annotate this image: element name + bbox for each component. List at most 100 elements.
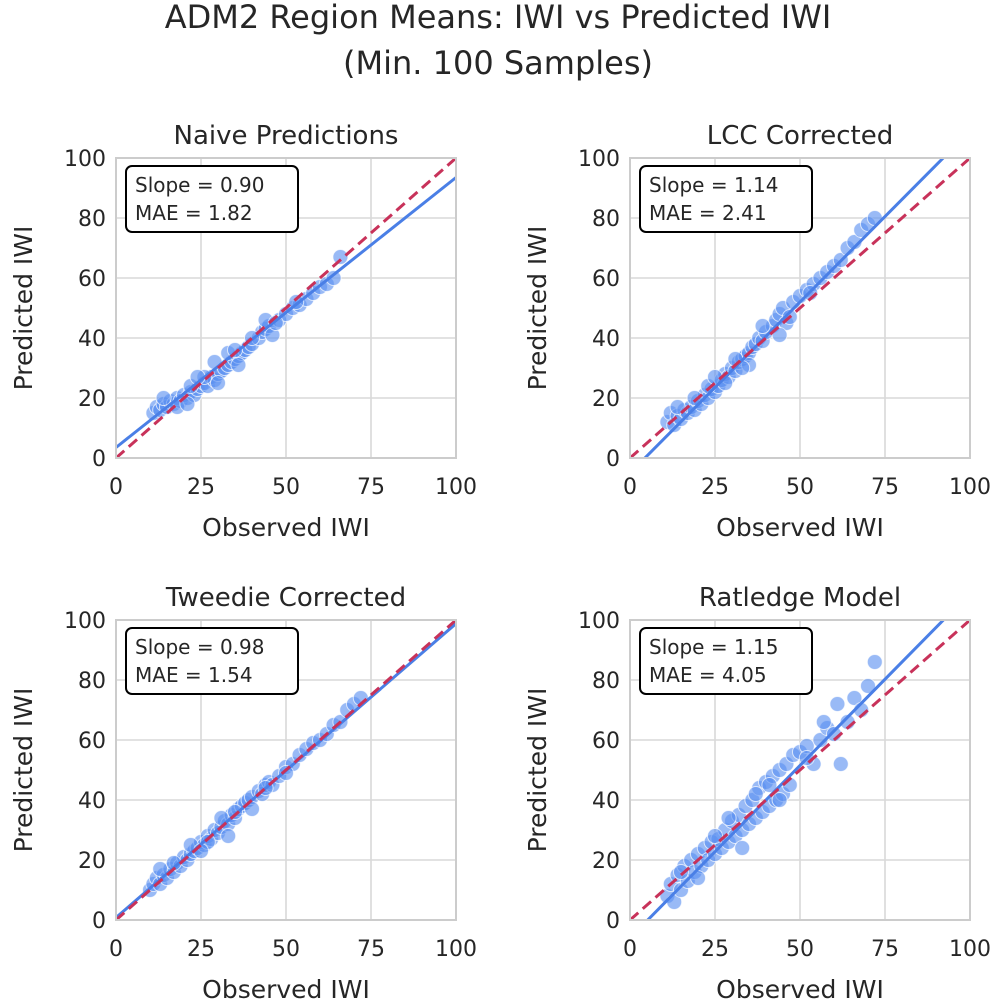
axes-frame — [115, 157, 457, 459]
data-point — [227, 342, 243, 358]
x-axis-label: Observed IWI — [716, 513, 884, 542]
x-tick-label: 100 — [949, 475, 991, 500]
data-point — [227, 804, 243, 820]
axes-frame — [115, 619, 457, 921]
data-point — [860, 678, 876, 694]
data-point — [812, 732, 829, 748]
x-tick-label: 50 — [786, 475, 814, 500]
x-tick-label: 25 — [187, 937, 215, 962]
data-point — [230, 357, 247, 373]
panel-ratledge-model: 0 25 50 75 100 0 20 40 60 80 100 Ratledge Model Obse… — [523, 583, 991, 1004]
y-tick-label: 0 — [606, 447, 620, 472]
identity-line — [116, 158, 456, 458]
x-tick-label: 75 — [357, 937, 385, 962]
x-axis-label: Observed IWI — [716, 975, 884, 1004]
y-tick-label: 80 — [78, 669, 106, 694]
data-point — [815, 714, 832, 730]
fit-line — [642, 158, 946, 458]
data-point — [155, 390, 172, 406]
panel-title: LCC Corrected — [707, 121, 893, 151]
x-tick-label: 75 — [871, 937, 899, 962]
y-tick-label: 0 — [92, 909, 106, 934]
y-axis-label: Predicted IWI — [9, 226, 38, 391]
data-point — [734, 840, 751, 856]
identity-line — [630, 620, 970, 920]
slope-text: Slope = 0.98 — [135, 635, 265, 659]
mae-text: MAE = 1.82 — [135, 201, 253, 225]
identity-line — [116, 620, 456, 920]
figure-title-line1: ADM2 Region Means: IWI vs Predicted IWI — [165, 0, 832, 36]
y-tick-label: 100 — [578, 609, 620, 634]
x-tick-label: 100 — [435, 475, 477, 500]
y-tick-label: 40 — [78, 789, 106, 814]
x-axis-label: Observed IWI — [202, 975, 370, 1004]
data-point — [325, 270, 342, 286]
data-point — [720, 810, 737, 826]
y-tick-label: 60 — [592, 729, 620, 754]
y-axis-label: Predicted IWI — [9, 688, 38, 853]
data-point — [210, 375, 226, 391]
fit-line — [116, 176, 456, 449]
y-tick-label: 20 — [592, 387, 620, 412]
axes-frame — [629, 619, 971, 921]
y-axis-label: Predicted IWI — [523, 688, 552, 853]
x-tick-label: 100 — [435, 937, 477, 962]
stats-box — [639, 627, 813, 695]
y-tick-label: 0 — [606, 909, 620, 934]
x-tick-label: 50 — [786, 937, 814, 962]
x-tick-label: 0 — [109, 937, 123, 962]
y-tick-label: 60 — [78, 729, 106, 754]
y-tick-label: 0 — [92, 447, 106, 472]
y-axis-label: Predicted IWI — [523, 226, 552, 391]
data-point — [686, 390, 703, 406]
panel-lcc-corrected: 0 25 50 75 100 0 20 40 60 80 100 LCC Corrected Obser… — [523, 121, 991, 542]
mae-text: MAE = 1.54 — [135, 663, 253, 687]
y-tick-label: 40 — [592, 789, 620, 814]
x-tick-label: 100 — [949, 937, 991, 962]
y-tick-label: 40 — [78, 327, 106, 352]
data-point — [832, 756, 849, 772]
y-tick-label: 20 — [78, 849, 106, 874]
y-tick-label: 60 — [592, 267, 620, 292]
slope-text: Slope = 1.14 — [649, 173, 779, 197]
lines-group — [630, 158, 970, 458]
identity-line — [630, 158, 970, 458]
data-point — [771, 792, 788, 808]
points-group — [659, 210, 883, 433]
panel-tweedie-corrected: 0 25 50 75 100 0 20 40 60 80 100 Tweedie Corrected O… — [9, 583, 477, 1004]
data-point — [754, 318, 771, 334]
data-point — [220, 828, 237, 844]
x-tick-label: 25 — [701, 937, 729, 962]
y-tick-label: 80 — [78, 207, 106, 232]
x-tick-label: 0 — [623, 475, 637, 500]
x-tick-label: 0 — [109, 475, 123, 500]
x-tick-label: 75 — [871, 475, 899, 500]
panel-title: Naive Predictions — [174, 121, 399, 151]
axes-frame — [629, 157, 971, 459]
y-tick-label: 100 — [578, 147, 620, 172]
y-tick-label: 80 — [592, 669, 620, 694]
lines-group — [630, 620, 970, 920]
data-point — [673, 864, 689, 880]
x-tick-label: 25 — [187, 475, 215, 500]
data-point — [829, 696, 846, 712]
y-tick-label: 80 — [592, 207, 620, 232]
data-point — [152, 861, 169, 877]
panel-title: Ratledge Model — [699, 583, 901, 613]
stats-box — [125, 627, 299, 695]
mae-text: MAE = 2.41 — [649, 201, 767, 225]
stats-box — [125, 165, 299, 233]
y-tick-label: 100 — [64, 609, 106, 634]
lines-group — [116, 158, 456, 458]
x-tick-label: 50 — [272, 937, 300, 962]
fit-line — [645, 620, 946, 920]
y-tick-label: 20 — [78, 387, 106, 412]
x-tick-label: 0 — [623, 937, 637, 962]
slope-text: Slope = 0.90 — [135, 173, 265, 197]
y-tick-label: 100 — [64, 147, 106, 172]
x-tick-label: 75 — [357, 475, 385, 500]
y-tick-label: 60 — [78, 267, 106, 292]
panel-naive-predictions: 0 25 50 75 100 0 20 40 60 80 100 Naive Predictions O… — [9, 121, 477, 542]
y-tick-label: 20 — [592, 849, 620, 874]
